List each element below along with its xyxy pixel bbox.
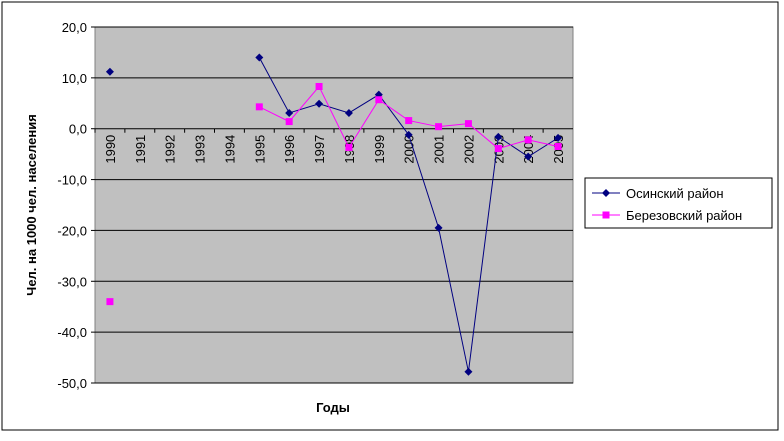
- x-tick-label: 1990: [103, 135, 118, 164]
- marker: [494, 132, 503, 141]
- y-tick-label: -40,0: [57, 325, 87, 340]
- x-tick-label: 1992: [163, 135, 178, 164]
- marker: [345, 144, 353, 152]
- legend-label: Березовский район: [626, 208, 742, 223]
- marker: [315, 99, 324, 108]
- y-tick-label: 20,0: [62, 20, 87, 35]
- marker: [494, 145, 502, 153]
- marker: [524, 136, 532, 144]
- marker: [344, 108, 353, 117]
- marker: [524, 152, 533, 161]
- marker: [434, 223, 443, 232]
- marker: [255, 103, 263, 111]
- marker: [255, 53, 264, 62]
- marker: [464, 120, 472, 128]
- x-tick-label: 1995: [252, 135, 267, 164]
- marker: [404, 130, 413, 139]
- x-axis-title: Годы: [316, 400, 350, 415]
- marker: [105, 67, 114, 76]
- x-tick-label: 2000: [402, 135, 417, 164]
- y-tick-label: -20,0: [57, 223, 87, 238]
- marker: [375, 96, 383, 104]
- marker: [315, 83, 323, 91]
- marker: [106, 298, 114, 306]
- y-tick-label: 0,0: [69, 122, 87, 137]
- x-tick-label: 2002: [461, 135, 476, 164]
- marker: [464, 367, 473, 376]
- y-tick-label: -50,0: [57, 376, 87, 391]
- marker: [405, 117, 413, 125]
- x-tick-label: 1999: [372, 135, 387, 164]
- marker: [285, 108, 294, 117]
- y-tick-label: -30,0: [57, 274, 87, 289]
- x-tick-label: 1993: [193, 135, 208, 164]
- x-tick-label: 2001: [432, 135, 447, 164]
- legend: [584, 177, 773, 229]
- marker: [435, 123, 443, 131]
- plot-area: [94, 26, 574, 384]
- y-tick-label: -10,0: [57, 173, 87, 188]
- legend-label: Осинский район: [626, 186, 724, 201]
- x-tick-label: 1996: [282, 135, 297, 164]
- marker: [602, 189, 610, 197]
- x-tick-label: 1991: [133, 135, 148, 164]
- marker: [285, 118, 293, 126]
- y-axis-title: Чел. на 1000 чел. населения: [24, 114, 39, 296]
- x-tick-label: 1994: [222, 135, 237, 164]
- marker: [602, 211, 610, 219]
- marker: [554, 133, 563, 142]
- x-tick-label: 1997: [312, 135, 327, 164]
- marker: [554, 143, 562, 151]
- y-tick-label: 10,0: [62, 71, 87, 86]
